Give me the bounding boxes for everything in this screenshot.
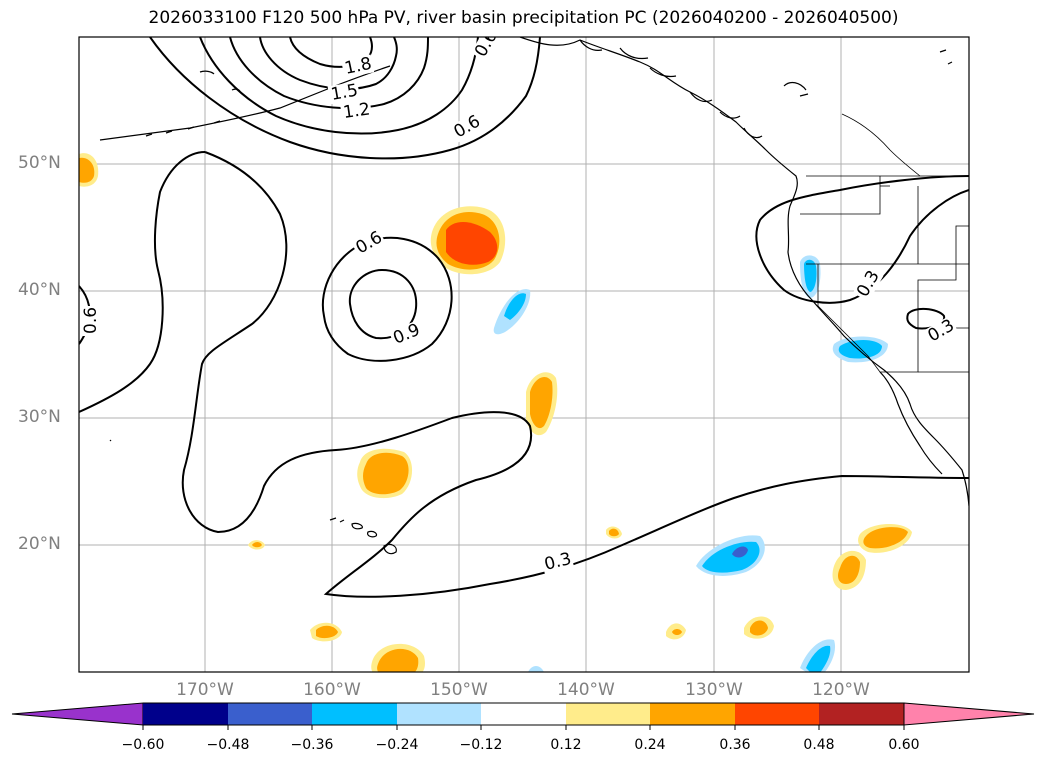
precip-shading <box>79 153 912 672</box>
colorbar-bin-4 <box>397 703 481 725</box>
pv-contour-high-4 <box>199 37 479 135</box>
colorbar <box>11 702 1035 730</box>
lon-label-140w: 140°W <box>557 680 615 700</box>
colorbar-extend-high <box>903 702 1035 726</box>
colorbar-bin-5 <box>481 703 566 725</box>
pv-contour-high-2 <box>259 37 398 90</box>
colorbar-bin-8 <box>735 703 819 725</box>
lat-label-30n: 30°N <box>18 407 61 427</box>
lat-label-20n: 20°N <box>18 534 61 554</box>
map-border <box>78 36 970 673</box>
chart-title: 2026033100 F120 500 hPa PV, river basin … <box>148 8 899 28</box>
colorbar-bin-6 <box>566 703 650 725</box>
colorbar-tick-3: −0.36 <box>290 737 334 753</box>
colorbar-bin-3 <box>312 703 397 725</box>
pv-contour-0.3-east <box>755 175 969 304</box>
colorbar-tick-2: −0.48 <box>206 737 250 753</box>
pv-contour-0.6-central <box>181 151 969 598</box>
colorbar-bin-1 <box>143 703 228 725</box>
colorbar-tick-7: 0.24 <box>634 737 666 753</box>
baja-coast <box>879 371 943 475</box>
contour-labels: 1.8 1.5 1.2 0.6 0.6 0.9 0.6 0.3 0.3 0.3 … <box>81 37 959 575</box>
hawaii-islands <box>329 517 397 555</box>
contour-label-2: 1.5 <box>329 81 359 105</box>
lat-label-40n: 40°N <box>18 280 61 300</box>
colorbar-tick-5: −0.12 <box>459 737 503 753</box>
colorbar-bin-7 <box>650 703 735 725</box>
colorbar-tick-6: 0.12 <box>550 737 582 753</box>
colorbar-bin-2 <box>228 703 312 725</box>
lon-label-130w: 130°W <box>685 680 743 700</box>
colorbar-bin-9 <box>819 703 904 725</box>
contour-label-11: 0.6 <box>81 307 101 334</box>
pv-contour-0.9-ring <box>348 268 418 340</box>
political-borders <box>800 113 969 373</box>
lat-label-50n: 50°N <box>18 153 61 173</box>
colorbar-extend-low <box>11 702 144 726</box>
colorbar-tick-9: 0.48 <box>803 737 835 753</box>
pv-contour-high-5 <box>149 37 541 160</box>
precip-blob-144w-10n <box>528 666 544 672</box>
pv-contours <box>79 37 969 598</box>
north-america-coast <box>519 37 969 507</box>
contour-label-3: 1.2 <box>342 99 372 123</box>
pv-contour-0.6-outer-west <box>79 151 206 413</box>
pv-contour-0.6-ring <box>321 236 453 362</box>
lon-label-120w: 120°W <box>812 680 870 700</box>
lon-label-170w: 170°W <box>176 680 234 700</box>
colorbar-tick-8: 0.36 <box>719 737 751 753</box>
lon-label-160w: 160°W <box>303 680 361 700</box>
colorbar-tick-4: −0.24 <box>375 737 419 753</box>
colorbar-tick-1: −0.60 <box>121 737 165 753</box>
map-frame <box>79 37 969 672</box>
colorbar-tick-10: 0.60 <box>888 737 920 753</box>
lon-label-150w: 150°W <box>430 680 488 700</box>
